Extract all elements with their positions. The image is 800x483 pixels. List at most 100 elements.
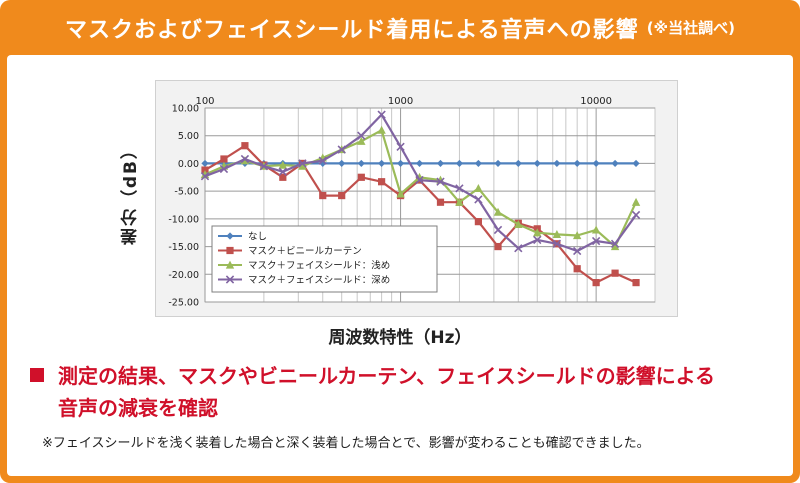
data-point: [278, 167, 287, 176]
data-point: [455, 184, 464, 193]
data-point: [201, 159, 209, 168]
data-point: [279, 173, 287, 181]
data-point: [553, 159, 561, 168]
data-point: [552, 239, 562, 248]
x-tick-label: 1000: [388, 96, 413, 107]
data-point: [573, 159, 581, 168]
data-point: [357, 131, 366, 140]
conclusion-text-1: 測定の結果、マスクやビニールカーテン、フェイスシールドの影響による: [58, 364, 715, 388]
data-point: [533, 235, 542, 245]
data-point: [591, 236, 601, 246]
data-point: [631, 197, 641, 206]
y-tick-label: -10.00: [168, 214, 199, 225]
data-point: [493, 207, 503, 216]
data-point: [396, 189, 405, 198]
data-point: [494, 242, 502, 251]
data-point: [378, 178, 386, 186]
data-point: [474, 159, 482, 168]
legend-marker: [226, 246, 234, 255]
data-point: [591, 225, 601, 234]
bullet-square-icon: [30, 368, 44, 382]
data-point: [298, 159, 307, 168]
legend-marker: [225, 260, 235, 269]
data-point: [240, 156, 250, 165]
data-point: [514, 244, 523, 253]
data-point: [592, 159, 600, 168]
data-point: [493, 225, 503, 235]
y-tick-label: 5.00: [178, 131, 199, 142]
legend-label: マスク＋フェイスシールド：浅め: [248, 260, 390, 272]
y-tick-label: -25.00: [168, 298, 199, 309]
data-point: [220, 155, 228, 163]
y-tick-label: 0.00: [178, 159, 199, 170]
data-point: [611, 159, 619, 168]
data-point: [573, 246, 582, 256]
data-point: [338, 191, 346, 200]
x-axis-label: 周波数特性（Hz）: [328, 328, 472, 348]
legend-marker: [225, 275, 235, 284]
legend-label: なし: [248, 232, 267, 243]
data-point: [436, 159, 445, 168]
data-point: [436, 198, 445, 206]
data-point: [415, 175, 424, 185]
data-point: [474, 183, 483, 192]
data-point: [632, 159, 640, 168]
data-point: [474, 195, 483, 204]
data-point: [631, 210, 641, 220]
conclusion: 測定の結果、マスクやビニールカーテン、フェイスシールドの影響による 音声の減衰を…: [30, 360, 790, 424]
legend-marker: [226, 232, 234, 240]
data-point: [337, 145, 346, 154]
data-point: [632, 279, 640, 287]
x-tick-label: 10000: [580, 96, 612, 107]
header: マスクおよびフェイスシールド着用による音声への影響 (※当社調べ): [0, 0, 800, 55]
data-point: [338, 159, 346, 168]
y-tick-label: 10.00: [172, 104, 199, 115]
data-point: [436, 177, 445, 186]
data-point: [514, 159, 522, 168]
data-point: [319, 191, 327, 200]
data-point: [533, 228, 542, 237]
data-point: [219, 164, 229, 174]
data-point: [201, 166, 209, 174]
data-point: [259, 162, 269, 171]
data-point: [592, 279, 600, 287]
data-point: [474, 218, 482, 226]
data-point: [455, 159, 464, 168]
conclusion-line-1: 測定の結果、マスクやビニールカーテン、フェイスシールドの影響による: [30, 360, 790, 392]
data-point: [298, 161, 307, 170]
data-point: [241, 142, 249, 150]
legend-label: マスク＋フェイスシールド：深め: [248, 275, 390, 286]
data-point: [494, 159, 502, 168]
data-point: [611, 269, 619, 277]
data-point: [552, 229, 562, 238]
data-point: [278, 160, 288, 169]
data-point: [318, 156, 327, 165]
footnote: ※フェイスシールドを浅く装着した場合と深く装着した場合とで、影響が変わることも確…: [42, 436, 650, 451]
data-point: [396, 142, 405, 151]
y-tick-label: -20.00: [168, 270, 199, 281]
data-point: [357, 136, 366, 145]
data-point: [610, 242, 620, 251]
data-point: [377, 125, 386, 134]
data-point: [455, 197, 464, 206]
legend-box: [211, 225, 438, 293]
data-point: [514, 220, 523, 228]
data-point: [357, 159, 365, 168]
data-point: [572, 231, 582, 240]
data-point: [533, 159, 541, 168]
data-point: [378, 159, 386, 168]
data-point: [610, 239, 620, 248]
legend-label: マスク＋ビニールカーテン: [248, 246, 362, 257]
conclusion-line-2: 音声の減衰を確認: [58, 396, 218, 420]
data-point: [200, 172, 210, 181]
data-point: [377, 110, 386, 119]
page-title: マスクおよびフェイスシールド着用による音声への影響: [65, 17, 639, 43]
data-point: [415, 159, 424, 168]
title-note: (※当社調べ): [646, 19, 735, 37]
data-point: [357, 173, 365, 181]
y-axis-label: 差分（dB）: [121, 140, 141, 246]
data-point: [573, 265, 581, 273]
y-tick-label: -5.00: [174, 187, 199, 198]
data-point: [240, 154, 250, 164]
